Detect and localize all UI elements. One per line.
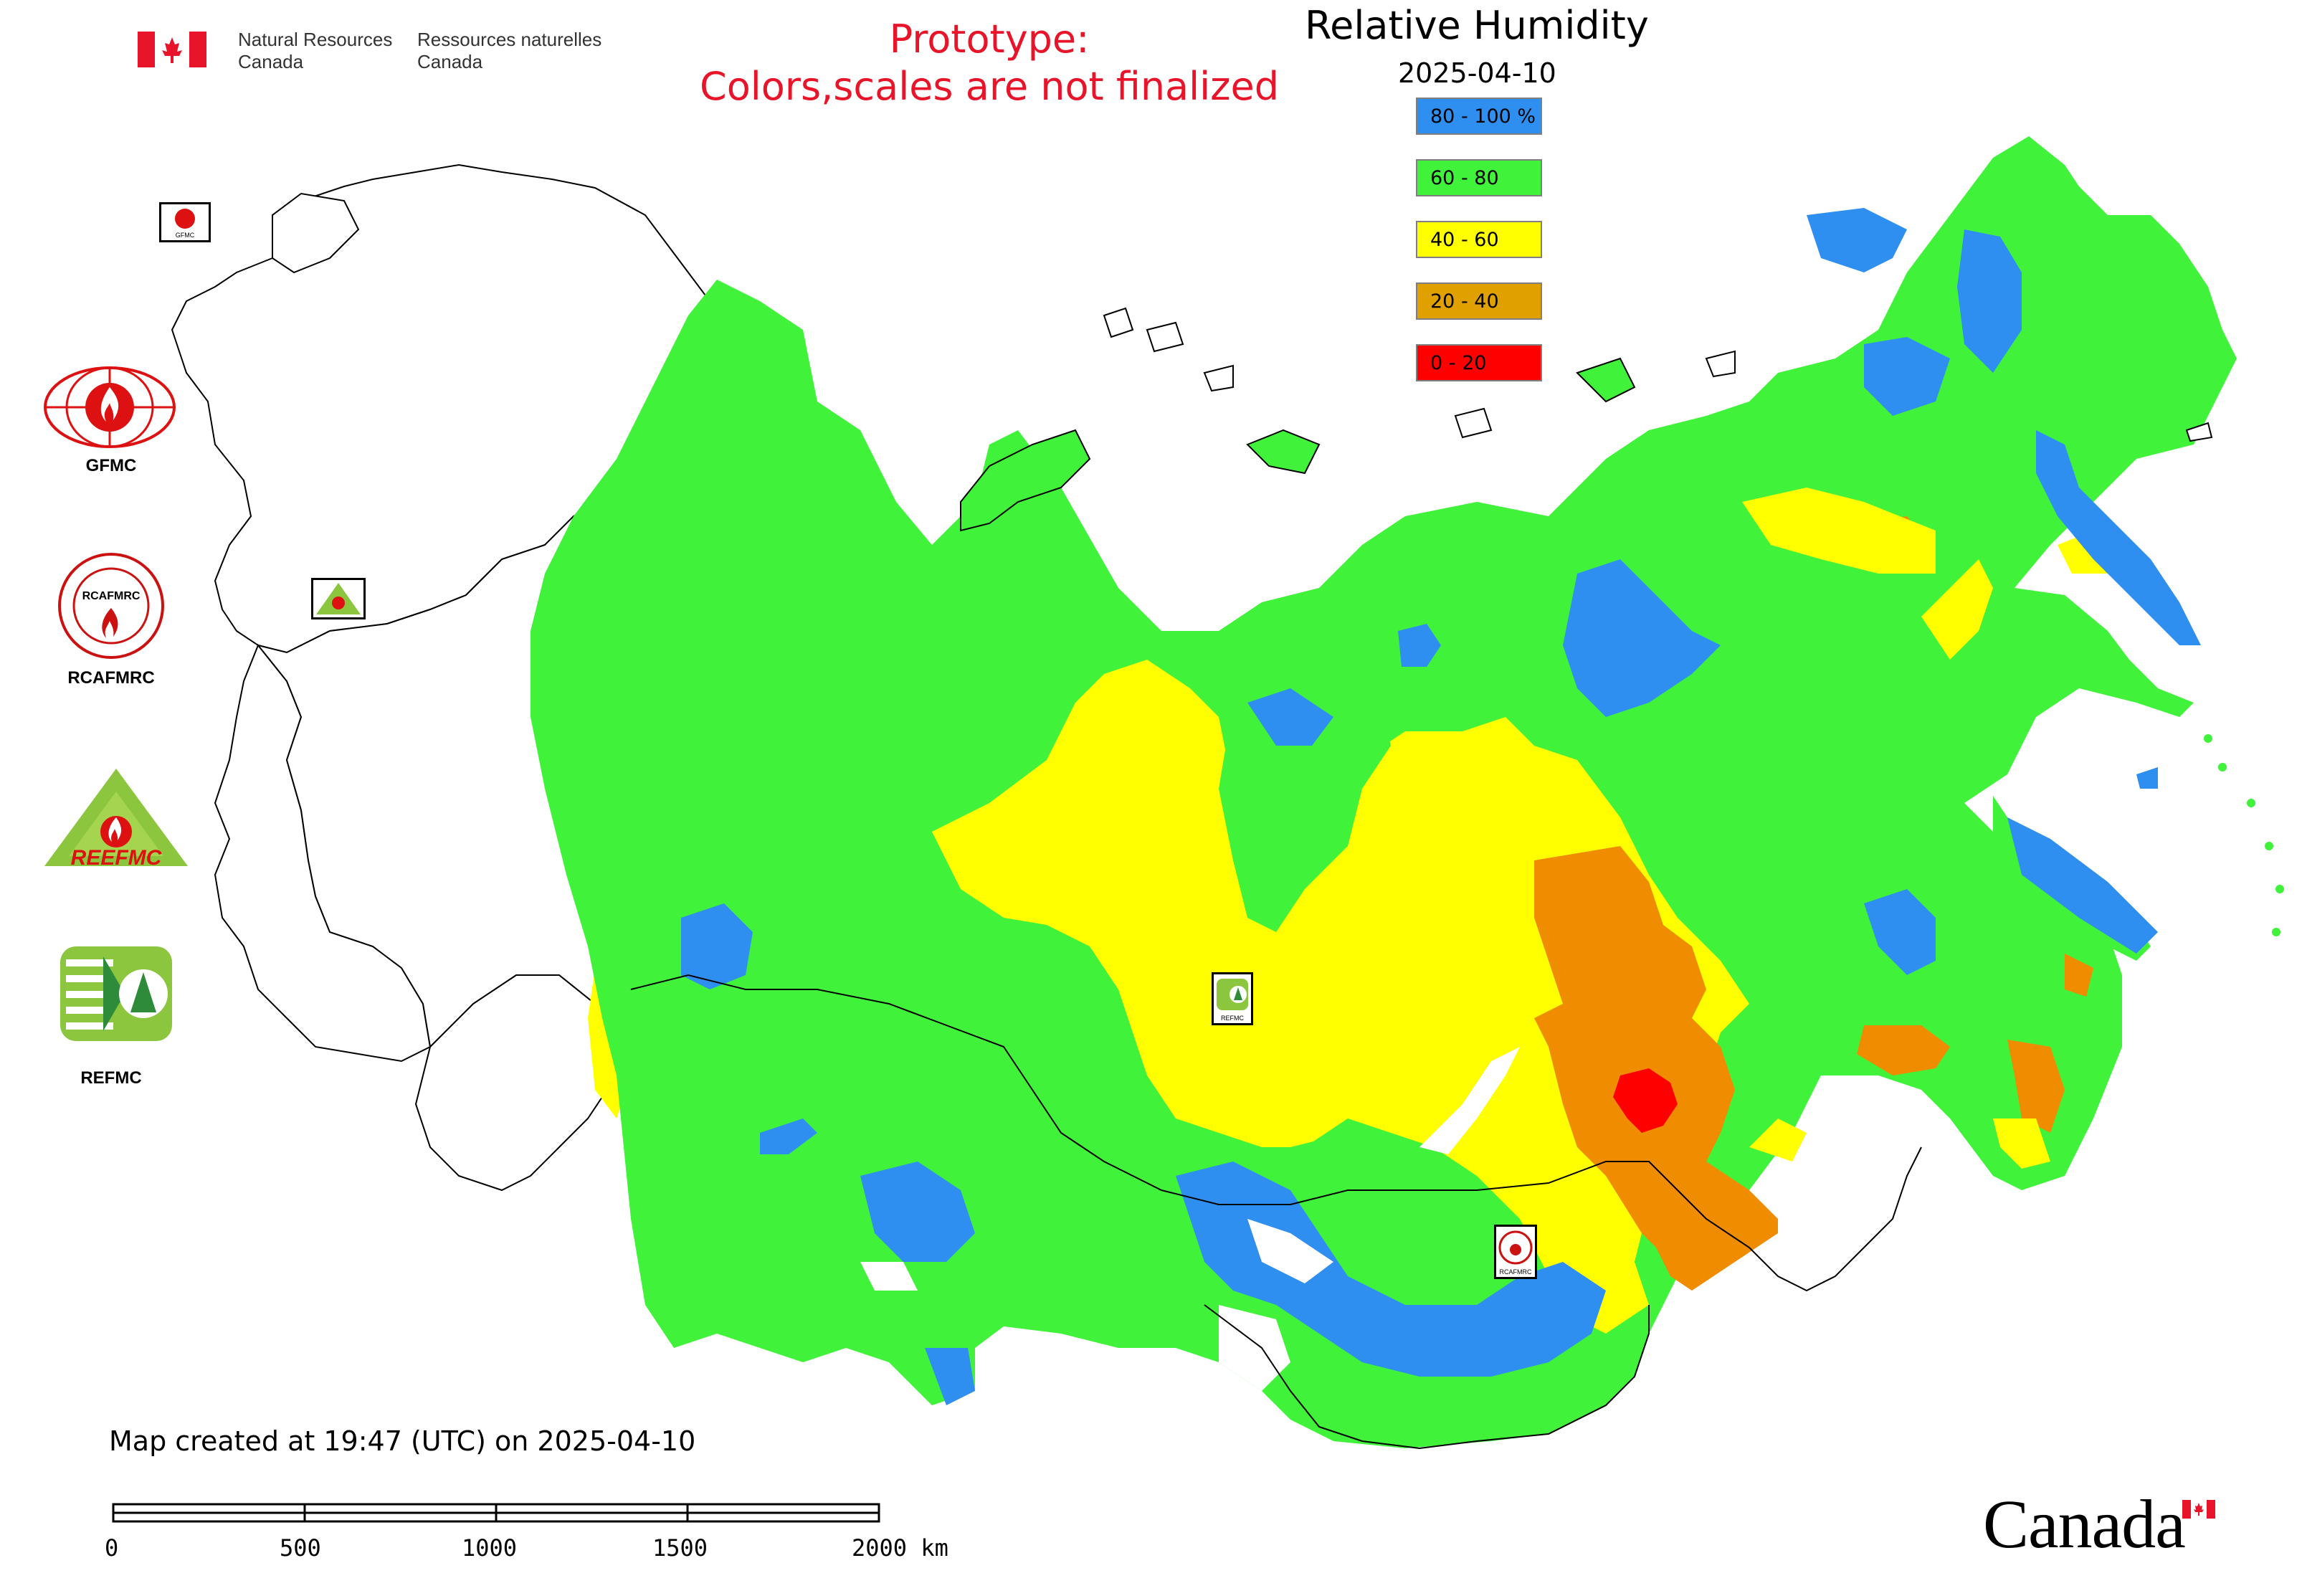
rcafmrc-marker[interactable]: RCAFMRC <box>1494 1225 1537 1279</box>
legend-label: 80 - 100 % <box>1430 105 1536 128</box>
russia-humidity-field <box>531 136 2237 1448</box>
national-border <box>630 974 1922 1292</box>
map-created-note: Map created at 19:47 (UTC) on 2025-04-10 <box>109 1425 696 1457</box>
legend-item: 0 - 20 <box>1416 344 1542 381</box>
scale-tick-label: 1500 <box>652 1534 708 1562</box>
kuril-islands <box>2204 734 2284 936</box>
canada-wordmark: Canada <box>1983 1484 2227 1570</box>
map-title: Relative Humidity <box>1305 3 1649 48</box>
map-date: 2025-04-10 <box>1398 57 1556 89</box>
svg-text:RCAFMRC: RCAFMRC <box>82 590 141 602</box>
nrcan-name-en: Natural Resources Canada <box>238 29 393 72</box>
refmc-marker[interactable]: REFMC <box>1212 972 1253 1025</box>
prototype-notice: Prototype: Colors,scales are not finaliz… <box>674 16 1305 110</box>
reefmc-logo[interactable]: REEFMC <box>37 766 195 873</box>
rcafmrc-logo[interactable]: RCAFMRC <box>57 552 165 660</box>
rcafmrc-label: RCAFMRC <box>67 668 155 688</box>
scale-tick-label: 500 <box>280 1534 321 1562</box>
gfmc-marker-label: GFMC <box>175 232 195 239</box>
legend-item: 40 - 60 <box>1416 221 1542 258</box>
legend-label: 0 - 20 <box>1430 351 1487 374</box>
legend-label: 40 - 60 <box>1430 228 1499 251</box>
legend-item: 80 - 100 % <box>1416 98 1542 135</box>
scale-tick-label: 1000 <box>462 1534 518 1562</box>
canada-flag-icon <box>138 32 206 67</box>
mongolia-outline <box>1204 1304 1650 1450</box>
gfmc-marker[interactable]: GFMC <box>159 202 211 242</box>
scale-tick-label: 2000 km <box>852 1534 948 1562</box>
legend-item: 60 - 80 <box>1416 159 1542 196</box>
legend-label: 60 - 80 <box>1430 166 1499 189</box>
wordmark-flag-icon <box>2182 1500 2215 1519</box>
prototype-line-1: Prototype: <box>889 16 1090 62</box>
scale-tick-label: 0 <box>105 1534 119 1562</box>
canada-wordmark-text: Canada <box>1983 1486 2186 1562</box>
refmc-label: REFMC <box>80 1068 142 1088</box>
scale-bar <box>112 1503 880 1523</box>
refmc-marker-label: REFMC <box>1221 1015 1244 1022</box>
rcafmrc-marker-label: RCAFMRC <box>1499 1268 1532 1276</box>
gfmc-label: GFMC <box>85 456 137 475</box>
prototype-line-2: Colors,scales are not finalized <box>700 64 1279 109</box>
reefmc-logo-text: REEFMC <box>70 846 162 870</box>
legend-item: 20 - 40 <box>1416 282 1542 320</box>
gfmc-logo[interactable] <box>42 364 178 450</box>
nrcan-name-fr: Ressources naturelles Canada <box>417 29 602 72</box>
legend-label: 20 - 40 <box>1430 290 1499 313</box>
reefmc-marker[interactable] <box>311 578 366 619</box>
arctic-islands <box>1103 307 2213 442</box>
refmc-logo[interactable] <box>60 946 172 1041</box>
